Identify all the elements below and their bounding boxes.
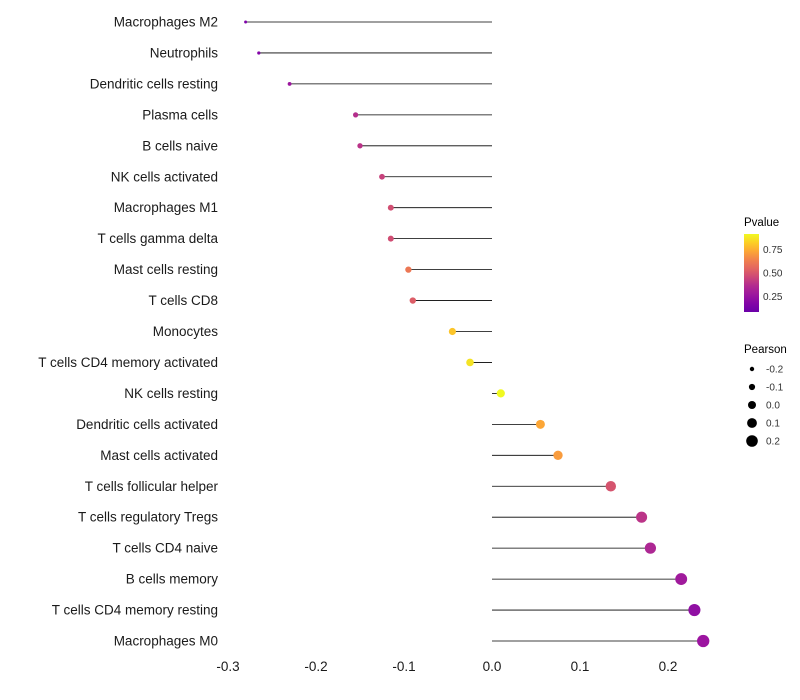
lollipop-dot <box>697 634 710 648</box>
category-label: Macrophages M2 <box>114 15 218 30</box>
lollipop-dot <box>287 81 292 86</box>
x-tick-label: 0.0 <box>483 659 502 674</box>
category-label: Neutrophils <box>150 45 219 60</box>
pearson-size-dot <box>746 435 758 447</box>
category-label: T cells regulatory Tregs <box>78 510 218 525</box>
pearson-size-label: -0.2 <box>766 365 784 376</box>
category-label: T cells CD4 memory resting <box>52 603 218 618</box>
x-tick-label: -0.2 <box>304 659 327 674</box>
category-label: T cells CD4 memory activated <box>38 355 218 370</box>
pvalue-gradient-bar <box>744 234 759 312</box>
pearson-size-dot <box>748 401 756 409</box>
category-label: B cells naive <box>142 138 218 153</box>
pvalue-legend-title: Pvalue <box>744 217 779 229</box>
pearson-size-dot <box>749 366 755 372</box>
pvalue-tick-label: 0.25 <box>763 292 783 303</box>
lollipop-dot <box>605 481 617 492</box>
lollipop-dot <box>553 450 563 460</box>
category-label: T cells follicular helper <box>85 479 219 494</box>
pearson-size-dot <box>747 418 757 428</box>
lollipop-dot <box>405 266 412 273</box>
pearson-size-label: -0.1 <box>766 383 784 394</box>
pearson-size-label: 0.0 <box>766 401 780 412</box>
x-tick-label: -0.1 <box>392 659 415 674</box>
category-label: Dendritic cells activated <box>76 417 218 432</box>
lollipop-dot <box>352 112 359 118</box>
pearson-size-dot <box>748 383 756 391</box>
category-label: T cells gamma delta <box>97 231 218 246</box>
category-label: B cells memory <box>126 572 219 587</box>
lollipop-dot <box>688 603 701 617</box>
lollipop-dot <box>448 327 456 336</box>
lollipop-dot <box>535 419 545 429</box>
lollipop-dot <box>387 235 394 242</box>
category-label: T cells CD8 <box>148 293 218 308</box>
category-label: NK cells activated <box>111 169 218 184</box>
lollipop-dot <box>675 573 688 586</box>
pvalue-tick-label: 0.75 <box>763 245 783 256</box>
x-tick-label: 0.2 <box>659 659 678 674</box>
category-label: Monocytes <box>153 324 219 339</box>
pearson-size-label: 0.1 <box>766 419 780 430</box>
category-label: Plasma cells <box>142 107 218 122</box>
x-tick-label: 0.1 <box>571 659 590 674</box>
pearson-size-label: 0.2 <box>766 437 780 448</box>
pearson-legend-title: Pearson <box>744 344 787 356</box>
category-label: Dendritic cells resting <box>90 76 218 91</box>
category-label: NK cells resting <box>124 386 218 401</box>
lollipop-dot <box>496 389 505 398</box>
lollipop-dot <box>466 358 474 367</box>
lollipop-dot <box>357 143 363 149</box>
lollipop-dot <box>257 51 261 55</box>
lollipop-dot <box>644 542 657 554</box>
category-label: Macrophages M1 <box>114 200 218 215</box>
category-label: Mast cells resting <box>114 262 218 277</box>
lollipop-dot <box>636 511 648 523</box>
lollipop-dot <box>379 173 385 180</box>
lollipop-dot <box>409 297 416 304</box>
x-tick-label: -0.3 <box>216 659 239 674</box>
lollipop-dot <box>244 20 248 24</box>
category-label: Macrophages M0 <box>114 634 218 649</box>
category-label: T cells CD4 naive <box>112 541 218 556</box>
category-label: Mast cells activated <box>100 448 218 463</box>
lollipop-dot <box>387 204 394 211</box>
pvalue-tick-label: 0.50 <box>763 269 783 280</box>
